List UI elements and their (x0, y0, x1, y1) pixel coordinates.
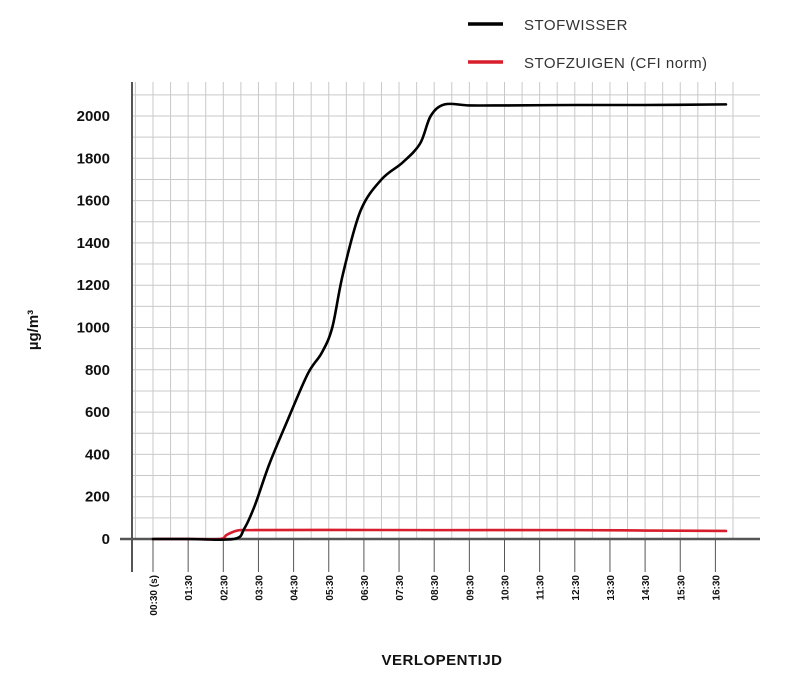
x-ticks: 00:30 (s) 01:30 02:30 03:30 04:30 05:30 06:30 0… (149, 539, 722, 616)
x-tick-label: 00:30 (s) (149, 575, 160, 616)
y-tick-label: 1400 (77, 235, 110, 252)
x-tick-label: 15:30 (676, 575, 687, 601)
y-ticks: 0 200 400 600 800 1000 1200 1400 1600 1800 2000 (77, 108, 110, 548)
y-tick-label: 2000 (77, 108, 110, 125)
y-tick-label: 800 (85, 362, 110, 379)
y-tick-label: 0 (102, 531, 110, 548)
x-tick-label: 04:30 (290, 575, 301, 601)
y-tick-label: 400 (85, 446, 110, 463)
y-tick-label: 1000 (77, 320, 110, 337)
x-tick-label: 06:30 (360, 575, 371, 601)
series-line-stofwisser (151, 102, 728, 542)
legend: STOFWISSER STOFZUIGEN (CFI norm) (468, 17, 708, 72)
x-tick-label: 01:30 (184, 575, 195, 601)
y-tick-label: 200 (85, 489, 110, 506)
series-lines (151, 102, 728, 542)
y-tick-label: 1600 (77, 193, 110, 210)
legend-label-stofzuigen: STOFZUIGEN (CFI norm) (524, 55, 708, 72)
y-axis-title: µg/m³ (25, 310, 42, 350)
x-tick-label: 05:30 (325, 575, 336, 601)
x-tick-label: 09:30 (465, 575, 476, 601)
x-tick-label: 16:30 (711, 575, 722, 601)
x-tick-label: 11:30 (536, 575, 547, 600)
x-tick-label: 12:30 (571, 575, 582, 601)
legend-label-stofwisser: STOFWISSER (524, 17, 628, 34)
x-tick-label: 07:30 (395, 575, 406, 601)
x-tick-label: 13:30 (606, 575, 617, 601)
y-tick-label: 600 (85, 404, 110, 421)
x-axis-title: VERLOPENTIJD (381, 652, 502, 669)
x-tick-label: 03:30 (254, 575, 265, 601)
y-tick-label: 1200 (77, 277, 110, 294)
grid (132, 82, 760, 540)
x-tick-label: 02:30 (219, 575, 230, 601)
x-tick-label: 08:30 (430, 575, 441, 601)
x-tick-label: 14:30 (641, 575, 652, 601)
x-tick-label: 10:30 (501, 575, 512, 601)
y-tick-label: 1800 (77, 150, 110, 167)
